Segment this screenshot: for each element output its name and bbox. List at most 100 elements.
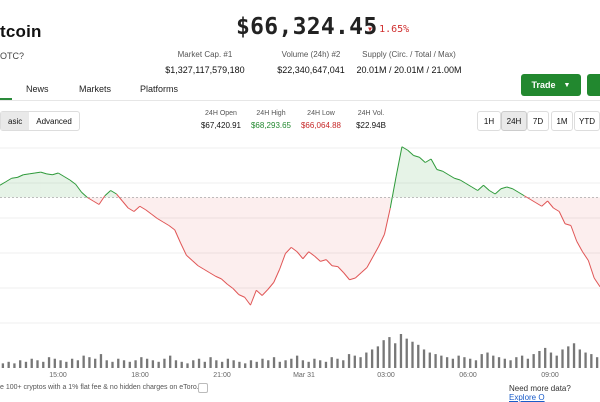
volume-bar <box>65 361 68 368</box>
line-segment <box>57 172 65 177</box>
line-segment <box>576 241 583 252</box>
area-segment <box>233 197 239 295</box>
area-segment <box>436 169 443 198</box>
x-tick-label: 18:00 <box>131 372 149 379</box>
volume-bar <box>42 361 45 368</box>
range-ytd[interactable]: YTD <box>574 111 600 131</box>
range-7d[interactable]: 7D <box>527 111 549 131</box>
volume-bar <box>497 357 501 368</box>
line-segment <box>547 200 554 209</box>
area-segment <box>285 197 292 254</box>
range-1m[interactable]: 1M <box>551 111 573 131</box>
stat-value: $22,340,647,041 <box>277 65 345 75</box>
line-segment <box>81 191 88 198</box>
line-segment <box>524 195 531 200</box>
area-segment <box>582 197 589 261</box>
area-segment <box>23 173 30 198</box>
area-segment <box>442 171 449 198</box>
dismiss-checkbox[interactable] <box>198 383 208 393</box>
line-segment <box>360 267 368 274</box>
line-segment <box>29 172 36 175</box>
line-segment <box>69 179 77 185</box>
volume-bar <box>244 363 247 368</box>
secondary-action-button[interactable] <box>587 74 600 96</box>
line-segment <box>34 171 41 174</box>
volume-bar <box>151 360 155 368</box>
volume-bar <box>192 360 195 368</box>
volume-bar <box>30 358 33 368</box>
area-segment <box>209 197 216 277</box>
price-change: ▾ 1.65% <box>367 24 409 35</box>
area-segment <box>0 181 6 198</box>
volume-bar <box>480 354 483 368</box>
volume-bar <box>509 360 512 368</box>
volume-bar <box>70 358 74 368</box>
line-segment <box>5 177 12 183</box>
stat-24h-open: 24H Open $67,420.91 <box>198 110 244 130</box>
area-segment <box>396 146 402 198</box>
stat-volume: Volume (24h) #2 $22,340,647,041 <box>256 50 366 75</box>
line-segment <box>267 282 275 290</box>
volume-bar <box>169 355 172 368</box>
area-segment <box>168 197 175 230</box>
line-segment <box>157 218 164 223</box>
area-segment <box>506 187 513 198</box>
line-segment <box>349 277 356 281</box>
volume-bar <box>584 352 587 368</box>
view-mode-advanced[interactable]: Advanced <box>36 116 72 126</box>
volume-bar <box>226 358 230 368</box>
volume-bar <box>526 358 530 368</box>
area-segment <box>355 197 362 278</box>
volume-bar <box>474 360 478 368</box>
tab-platforms[interactable]: Platforms <box>140 84 179 94</box>
area-segment <box>361 197 367 273</box>
area-segment <box>431 159 437 198</box>
tab-bar: News Markets Platforms <box>0 80 600 101</box>
line-segment <box>255 289 263 296</box>
volume-bar <box>140 357 143 368</box>
line-segment <box>40 171 47 175</box>
price-area <box>0 146 600 306</box>
volume-bar <box>595 357 599 368</box>
line-segment <box>518 191 525 197</box>
area-segment <box>308 197 315 257</box>
tab-news[interactable]: News <box>26 84 49 94</box>
volume-bar <box>111 361 114 368</box>
line-segment <box>308 251 315 257</box>
line-segment <box>355 272 362 279</box>
line-segment <box>442 170 449 176</box>
volume-bar <box>359 357 362 368</box>
area-segment <box>128 197 134 212</box>
volume-bar <box>365 352 368 368</box>
line-segment <box>0 181 7 186</box>
area-segment <box>145 197 152 215</box>
volume-bar <box>555 355 558 368</box>
range-24h[interactable]: 24H <box>501 111 527 131</box>
volume-bar <box>544 347 547 368</box>
line-segment <box>116 193 123 202</box>
price-change-value: 1.65% <box>379 24 410 35</box>
tab-markets[interactable]: Markets <box>79 84 112 94</box>
area-segment <box>93 197 100 205</box>
area-segment <box>332 197 338 267</box>
area-segment <box>267 197 274 290</box>
area-segment <box>69 180 76 198</box>
area-segment <box>576 197 583 252</box>
line-segment <box>133 205 141 212</box>
area-segment <box>151 197 158 219</box>
line-segment <box>186 254 193 261</box>
range-1h[interactable]: 1H <box>477 111 501 131</box>
volume-bar <box>88 357 91 368</box>
volume-bar <box>492 355 495 368</box>
area-segment <box>413 155 420 198</box>
volume-bar <box>451 358 455 368</box>
volume-bar <box>469 358 472 368</box>
line-segment <box>529 198 537 204</box>
view-mode-basic[interactable]: asic <box>1 112 30 130</box>
line-segment <box>180 242 187 256</box>
volume-bar <box>13 363 16 368</box>
trade-button[interactable]: Trade ▼ <box>521 74 581 96</box>
chevron-down-icon: ▼ <box>563 81 571 89</box>
line-segment <box>221 278 228 285</box>
explore-link[interactable]: Explore O <box>509 393 545 402</box>
